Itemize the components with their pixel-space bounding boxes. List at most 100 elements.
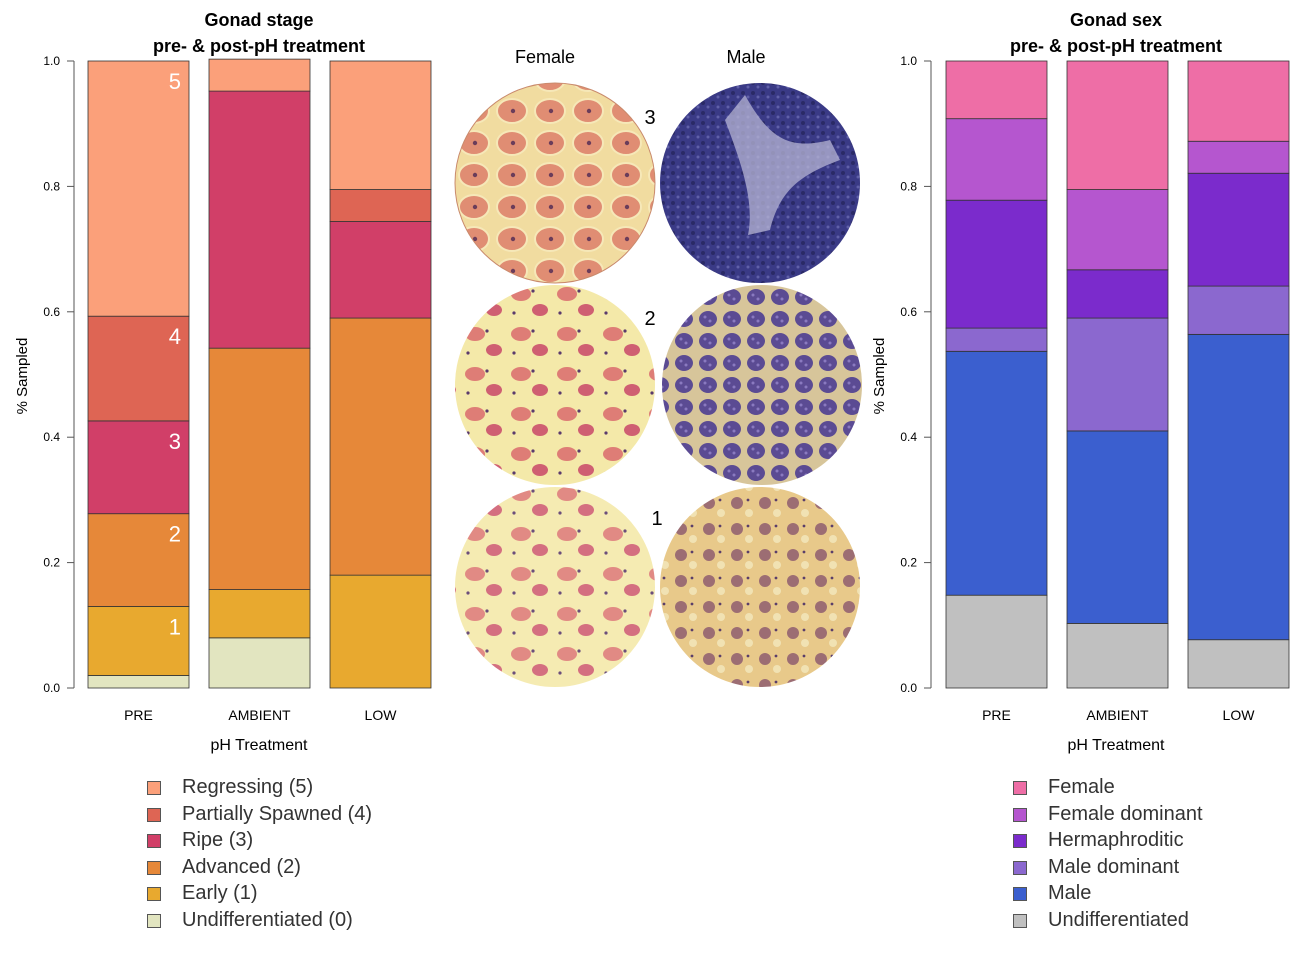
stage-x-tick-labels: PRE AMBIENT LOW	[124, 707, 397, 723]
stage-bar-segment	[87, 675, 190, 689]
micrograph-male-stage-3-connective-tissue	[725, 95, 840, 235]
stage-y-tick-label: 0.8	[43, 179, 60, 193]
sex-bar-segment	[1066, 317, 1169, 432]
sex-y-tick-label: 0.8	[900, 179, 917, 193]
sex-bar-segment	[1187, 639, 1290, 689]
stage-legend-swatch	[147, 887, 161, 901]
stage-bar-segment	[87, 420, 190, 515]
micrograph-row-label-1: 1	[651, 508, 662, 530]
sex-bar-segment	[945, 350, 1048, 596]
stage-y-tick-label: 0.2	[43, 556, 60, 570]
micrograph-female-stage-3	[454, 82, 656, 284]
stage-x-tick-label: PRE	[124, 707, 153, 723]
stage-bar-segment	[208, 637, 311, 689]
stage-y-axis-label: % Sampled	[14, 338, 31, 415]
stage-legend-label: Advanced (2)	[182, 855, 301, 878]
stage-bar-annotation: 4	[169, 324, 181, 349]
sex-bar-segment	[1066, 623, 1169, 689]
stage-bar-segment	[87, 315, 190, 422]
sex-bar-segment	[1187, 60, 1290, 142]
sex-legend-swatch	[1013, 887, 1027, 901]
micrograph-row-label-3: 3	[644, 107, 655, 129]
sex-y-tick-label: 0.4	[900, 430, 917, 444]
stage-y-tick-label: 0.6	[43, 305, 60, 319]
stage-y-tick-label: 1.0	[43, 54, 60, 68]
stage-legend: Regressing (5) Partially Spawned (4) Ripe …	[147, 775, 447, 940]
sex-x-tick-label: LOW	[1223, 707, 1256, 723]
gonad-stage-chart: Gonad stage pre- & post-pH treatment 0.0…	[14, 10, 432, 754]
sex-y-tick-label: 0.6	[900, 305, 917, 319]
stage-legend-label: Partially Spawned (4)	[182, 802, 373, 825]
sex-bars	[945, 60, 1290, 689]
stage-bar-segment	[208, 58, 311, 92]
stage-bar-segment	[87, 60, 190, 317]
stage-x-axis-label: pH Treatment	[211, 737, 308, 754]
sex-legend-label: Male dominant	[1048, 855, 1180, 878]
stage-bar-annotation: 5	[169, 69, 181, 94]
stage-legend-label: Early (1)	[182, 882, 258, 904]
sex-legend-label: Undifferentiated	[1048, 908, 1189, 931]
stage-bar-segment	[87, 513, 190, 607]
sex-bar-segment	[945, 118, 1048, 201]
sex-legend-swatch	[1013, 834, 1027, 848]
stage-bar-segment	[329, 60, 432, 190]
sex-legend-label: Female	[1048, 776, 1115, 798]
micrograph-female-stage-1	[455, 487, 655, 687]
stage-bar-annotation: 2	[169, 522, 181, 547]
sex-y-tick-label: 0.0	[900, 681, 917, 695]
stage-bar-segment	[208, 589, 311, 639]
sex-y-tick-label: 0.2	[900, 556, 917, 570]
micrograph-female-stage-2	[455, 285, 655, 485]
micrograph-column-label-male: Male	[726, 47, 765, 67]
micrograph-male-stage-2	[662, 285, 862, 485]
sex-legend-label: Male	[1048, 882, 1092, 904]
stage-chart-subtitle: pre- & post-pH treatment	[153, 36, 365, 56]
sex-bar-segment	[945, 60, 1048, 120]
stage-chart-title: Gonad stage	[204, 10, 313, 30]
sex-legend-swatch	[1013, 781, 1027, 795]
stage-bar-segment	[329, 574, 432, 689]
stage-y-tick-label: 0.4	[43, 430, 60, 444]
stage-legend-swatch	[147, 807, 161, 822]
stage-legend-label: Undifferentiated (0)	[182, 908, 353, 931]
sex-x-tick-label: PRE	[982, 707, 1011, 723]
sex-x-tick-label: AMBIENT	[1086, 707, 1149, 723]
sex-y-ticks: 0.0 0.2 0.4 0.6 0.8 1.0	[900, 54, 931, 695]
stage-bar-segment	[329, 317, 432, 576]
sex-chart-title: Gonad sex	[1070, 10, 1162, 30]
stage-y-ticks: 0.0 0.2 0.4 0.6 0.8 1.0	[43, 54, 74, 695]
stage-legend-swatch	[147, 781, 161, 795]
sex-x-tick-labels: PRE AMBIENT LOW	[982, 707, 1255, 723]
sex-bar-segment	[1187, 140, 1290, 174]
sex-bar-segment	[1066, 60, 1169, 190]
stage-legend-label: Ripe (3)	[182, 829, 254, 851]
sex-y-tick-label: 1.0	[900, 54, 917, 68]
stage-legend-swatch	[147, 860, 161, 875]
stage-y-tick-label: 0.0	[43, 681, 60, 695]
stage-bar-segment	[208, 90, 311, 349]
stage-bar-annotation: 3	[169, 429, 181, 454]
stage-bar-annotation: 1	[169, 614, 181, 639]
sex-y-axis-label: % Sampled	[871, 338, 888, 415]
sex-legend: Female Female dominant Hermaphroditic Male …	[1013, 775, 1273, 940]
stage-bar-segment	[208, 347, 311, 590]
sex-legend-swatch	[1013, 913, 1027, 928]
sex-chart-subtitle: pre- & post-pH treatment	[1010, 36, 1222, 56]
stage-bar-segment	[329, 189, 432, 222]
stage-x-tick-label: AMBIENT	[228, 707, 291, 723]
sex-bar-segment	[1187, 172, 1290, 287]
sex-legend-swatch	[1013, 807, 1027, 822]
sex-legend-label: Hermaphroditic	[1048, 829, 1184, 851]
stage-legend-label: Regressing (5)	[182, 776, 314, 798]
stage-legend-swatch	[147, 913, 161, 928]
sex-legend-label: Female dominant	[1048, 802, 1203, 825]
gonad-sex-chart: Gonad sex pre- & post-pH treatment 0.00.…	[871, 10, 1290, 754]
sex-x-axis-label: pH Treatment	[1068, 737, 1165, 754]
micrograph-panel: Female Male 3 2 1	[454, 47, 862, 687]
micrograph-column-label-female: Female	[515, 47, 575, 67]
micrograph-male-stage-1	[660, 487, 860, 687]
micrograph-row-label-2: 2	[644, 308, 655, 330]
sex-bar-segment	[1066, 430, 1169, 624]
stage-bar-segment	[329, 221, 432, 319]
